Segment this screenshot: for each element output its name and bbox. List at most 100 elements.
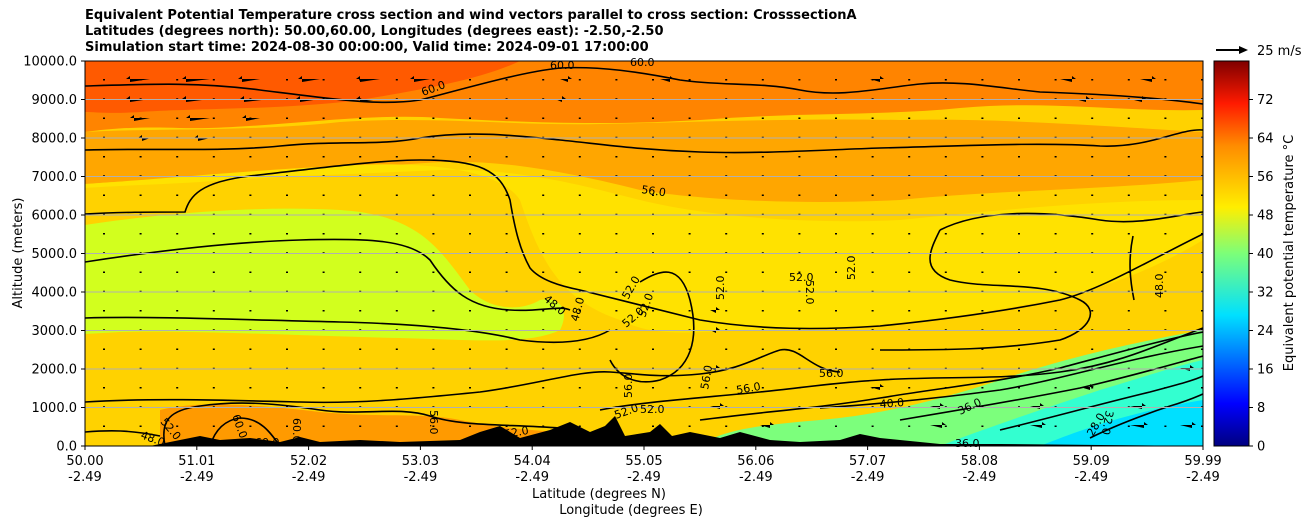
wind-vector: [660, 76, 674, 82]
x-tick-label-lat: 59.99: [1184, 454, 1221, 469]
arrow-right-icon: [1239, 46, 1248, 54]
wind-vector-dot: [542, 310, 545, 312]
wind-vector-dot: [688, 310, 691, 312]
wind-vector-dot: [103, 310, 105, 312]
wind-vector-dot: [1164, 425, 1167, 427]
colorbar-tick-label: 48: [1257, 209, 1274, 224]
wind-vector-dot: [798, 310, 801, 312]
x-tick-label-lon: -2.49: [68, 470, 102, 485]
contour-60-west: [209, 417, 281, 446]
wind-vector-dot: [212, 117, 215, 119]
wind-vector: [410, 76, 430, 82]
wind-vector-dot: [1054, 194, 1057, 196]
wind-vector-dot: [395, 156, 398, 158]
wind-vector-dot: [249, 156, 252, 158]
wind-vector-dot: [798, 271, 801, 273]
colorbar-tick-label: 56: [1257, 170, 1274, 185]
wind-vector-dot: [1201, 348, 1203, 350]
gridlines: [85, 99, 1203, 408]
colorbar-tick-label: 64: [1257, 132, 1274, 147]
wind-vector-dot: [103, 79, 105, 81]
wind-vector-dot: [505, 79, 508, 81]
colorbar: 0 8 16 24 32 40 48 56 64 72 Equivalent potential …: [1213, 60, 1297, 455]
wind-vector-dot: [249, 79, 252, 81]
wind-vector-dot: [1091, 233, 1094, 235]
wind-vector-dot: [212, 79, 215, 81]
x-tick-label-lat: 57.07: [849, 454, 886, 469]
wind-vector-dot: [944, 310, 947, 312]
wind-vector-dot: [578, 233, 581, 235]
wind-vector-dot: [798, 156, 801, 158]
region-mid-upper-layer: [85, 119, 1203, 202]
contour-28: [1089, 393, 1203, 439]
wind-vector-dot: [505, 348, 508, 350]
y-tick-label: 4000.0: [32, 286, 78, 301]
wind-vector-dot: [725, 156, 728, 158]
wind-vector-dot: [176, 425, 179, 427]
wind-vector-dot: [1054, 156, 1057, 158]
y-tick-label: 5000.0: [32, 247, 78, 262]
wind-vector-dot: [835, 387, 837, 389]
wind-key: 25 m/s: [1216, 44, 1302, 59]
wind-vector-dot: [469, 117, 471, 119]
wind-vector-dot: [286, 425, 288, 427]
wind-vector-dot: [103, 348, 105, 350]
contour-48-boundary: [699, 331, 1203, 421]
contour-label: 52.0: [789, 271, 814, 284]
wind-vector-dot: [944, 387, 947, 389]
contour-56-west-blob: [163, 402, 561, 446]
wind-vector-dot: [359, 194, 362, 196]
wind-vector-dot: [286, 117, 288, 119]
wind-vector-dot: [1201, 194, 1203, 196]
wind-vector-dot: [212, 310, 215, 312]
wind-vector-dot: [139, 348, 142, 350]
x-tick-label-lat: 52.02: [290, 454, 327, 469]
wind-vector: [1030, 403, 1044, 409]
wind-vector-dot: [761, 271, 764, 273]
colorbar-gradient: [1213, 60, 1250, 447]
wind-vector-dot: [249, 194, 252, 196]
wind-vector-dot: [1164, 79, 1167, 81]
x-tick-label-lon: -2.49: [180, 470, 214, 485]
contour-label: 52.0: [714, 276, 727, 301]
x-tick-label-lon: -2.49: [739, 470, 773, 485]
wind-vector-dot: [505, 233, 508, 235]
x-tick-label-lon: -2.49: [963, 470, 997, 485]
wind-vector-dot: [615, 233, 618, 235]
wind-vector: [930, 422, 946, 428]
wind-vector-dot: [176, 271, 179, 273]
wind-vector-dot: [688, 425, 691, 427]
wind-vector-dot: [139, 271, 142, 273]
wind-vector-dot: [1127, 387, 1130, 389]
wind-vector-dot: [395, 271, 398, 273]
wind-vector: [186, 115, 210, 121]
wind-vector-dot: [1127, 79, 1130, 81]
wind-vector: [238, 76, 260, 82]
wind-vector-dot: [359, 156, 362, 158]
contour-52-east: [939, 211, 1203, 231]
wind-vector-dot: [322, 79, 325, 81]
wind-vector-dot: [249, 233, 252, 235]
wind-vector-dot: [359, 271, 362, 273]
wind-vector-dot: [725, 233, 728, 235]
y-tick-label: 10000.0: [23, 55, 77, 70]
wind-vector-dot: [1127, 310, 1130, 312]
colorbar-ticks: 0 8 16 24 32 40 48 56 64 72: [1249, 93, 1274, 455]
wind-vector-dot: [981, 310, 984, 312]
wind-vector-dot: [652, 348, 654, 350]
wind-vector-dot: [176, 79, 179, 81]
x-axis-label: Latitude (degrees N): [532, 487, 666, 502]
wind-vector-dot: [1127, 156, 1130, 158]
contour-label: 56.0: [622, 374, 635, 399]
wind-vector-dot: [981, 79, 984, 81]
wind-vector-dot: [1164, 387, 1167, 389]
wind-vector-dot: [469, 233, 471, 235]
wind-vector-dot: [1018, 194, 1020, 196]
wind-vector-dot: [761, 425, 764, 427]
wind-vector-dot: [944, 117, 947, 119]
wind-vector-dot: [359, 233, 362, 235]
wind-vector-dot: [212, 194, 215, 196]
wind-vector-dot: [1201, 271, 1203, 273]
contour-label: 56.0: [735, 380, 761, 397]
wind-vector-dot: [322, 310, 325, 312]
